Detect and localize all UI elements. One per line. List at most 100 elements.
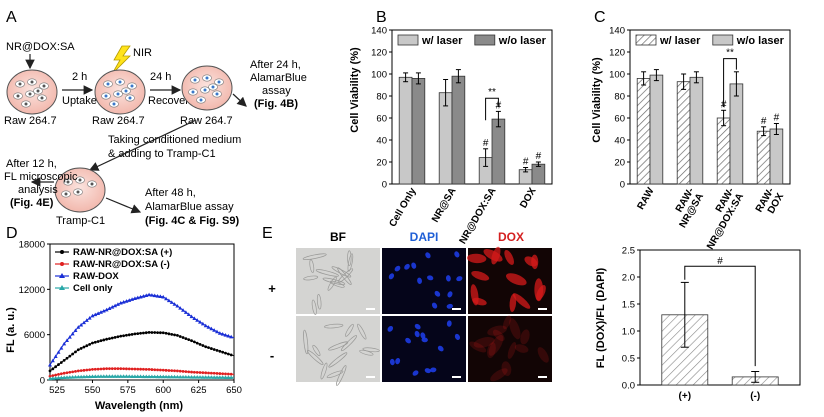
- data-point: [161, 374, 166, 379]
- category-label: NR@DOX:SA: [458, 186, 499, 246]
- data-point: [158, 374, 163, 379]
- data-point: [68, 354, 72, 358]
- y-tick-label: 140: [371, 26, 387, 37]
- data-point: [224, 372, 227, 376]
- data-point: [207, 371, 210, 375]
- legend-entry: Cell only: [73, 283, 113, 294]
- legend-entry: w/o laser: [736, 35, 785, 47]
- y-tick-label: 18000: [19, 240, 45, 251]
- scale-bar: [452, 376, 461, 378]
- data-point: [51, 367, 55, 371]
- category-label: Cell Only: [387, 186, 418, 229]
- cell: [61, 190, 71, 198]
- data-point: [59, 345, 64, 350]
- plot-frame: [639, 249, 801, 386]
- data-point: [192, 316, 197, 320]
- category-label: NR@SA: [430, 186, 459, 224]
- data-point: [184, 370, 188, 374]
- row-label-plus: +: [268, 281, 276, 296]
- data-point: [119, 367, 123, 371]
- cell-line-label-1: Raw 264.7: [4, 115, 57, 127]
- data-point: [96, 311, 101, 315]
- data-point: [76, 348, 80, 352]
- hash-marker: #: [483, 138, 489, 149]
- data-point: [130, 374, 135, 378]
- data-point: [105, 337, 109, 341]
- data-point: [121, 300, 126, 304]
- y-tick-label: 0: [620, 180, 625, 191]
- cell: [196, 96, 206, 104]
- y-tick-label: 12000: [19, 285, 45, 296]
- data-point: [116, 335, 120, 339]
- data-point: [156, 368, 159, 372]
- plot-frame: [629, 29, 791, 185]
- data-point: [161, 368, 165, 372]
- data-point: [223, 332, 228, 337]
- data-point: [166, 374, 171, 379]
- data-point: [91, 368, 94, 371]
- cell-cluster: [188, 74, 224, 104]
- data-point: [53, 376, 58, 380]
- data-point: [200, 375, 205, 379]
- significance-marker: **: [726, 47, 734, 58]
- data-point: [64, 338, 69, 343]
- data-point: [192, 340, 196, 344]
- panel-c: C Cell Viability (%) 0 20 40 60 80 100 120 140 R…: [591, 9, 791, 252]
- scale-bar: [452, 308, 461, 310]
- cell: [75, 176, 85, 184]
- data-point: [170, 369, 174, 373]
- after12-line3: analysis: [18, 184, 58, 196]
- data-point: [229, 353, 233, 357]
- data-point: [110, 305, 115, 309]
- panel-d: D FL (a. u.) Wavelength (nm) 0 6000 12000 1…: [5, 225, 242, 412]
- data-point: [166, 298, 171, 303]
- cell: [190, 76, 200, 84]
- y-tick-label: 20: [614, 158, 625, 169]
- data-point: [76, 325, 81, 329]
- data-point: [48, 362, 52, 367]
- data-point: [79, 347, 83, 350]
- data-point: [150, 331, 154, 334]
- data-point: [88, 342, 92, 346]
- cell: [25, 90, 35, 98]
- data-point: [209, 375, 214, 379]
- data-point: [221, 372, 225, 376]
- data-point: [82, 345, 86, 349]
- data-point: [175, 369, 179, 373]
- data-point: [96, 367, 100, 371]
- hash-marker: #: [721, 99, 727, 110]
- col-label-dox: DOX: [498, 230, 524, 244]
- after12-ref: (Fig. 4E): [10, 197, 54, 209]
- data-point: [127, 333, 131, 337]
- after48-line2: AlamarBlue assay: [145, 201, 234, 213]
- transfer-arrow: [88, 119, 197, 171]
- data-point: [195, 375, 200, 379]
- y-tick-label: 1.5: [622, 300, 635, 311]
- data-point: [144, 367, 148, 371]
- data-point: [198, 371, 202, 374]
- data-point: [142, 367, 145, 371]
- data-point: [76, 369, 80, 373]
- data-point: [104, 307, 109, 312]
- data-point: [124, 299, 129, 303]
- data-point: [133, 332, 137, 336]
- series-line: [48, 331, 235, 373]
- data-point: [133, 367, 137, 371]
- data-point: [116, 367, 120, 371]
- scale-bar: [366, 308, 375, 310]
- data-point: [96, 374, 101, 378]
- data-point: [175, 334, 179, 337]
- y-tick-label: 60: [376, 114, 387, 125]
- legend: w/ laser w/o laser: [635, 34, 785, 47]
- data-point: [93, 312, 98, 317]
- y-tick-label: 6000: [24, 330, 45, 341]
- panel-b: B Cell Viability (%) 0 20 40 60 80 100 120 140 C…: [349, 9, 553, 246]
- data-point: [175, 374, 180, 379]
- col-label-bf: BF: [330, 230, 346, 244]
- y-tick-label: 0.0: [622, 381, 635, 392]
- data-point: [173, 333, 176, 337]
- dox-image: [468, 315, 552, 382]
- error-bar: [523, 167, 529, 173]
- x-tick-label: 550: [85, 385, 101, 396]
